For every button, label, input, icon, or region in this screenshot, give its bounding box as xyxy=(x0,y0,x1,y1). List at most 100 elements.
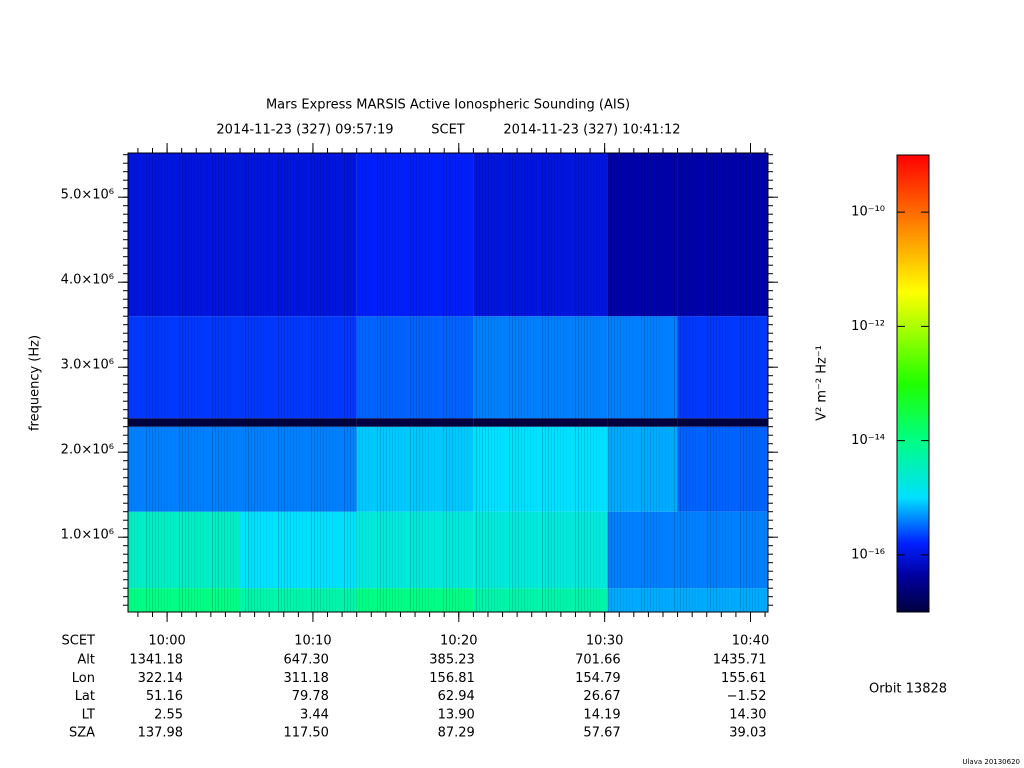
texture xyxy=(518,153,519,612)
chart-title: Mars Express MARSIS Active Ionospheric S… xyxy=(266,98,630,113)
texture xyxy=(749,153,750,612)
texture xyxy=(524,153,525,612)
texture xyxy=(380,153,381,612)
texture xyxy=(158,153,159,612)
texture xyxy=(614,153,615,612)
texture xyxy=(371,153,372,612)
ephemeris-value: 26.67 xyxy=(583,689,620,704)
texture xyxy=(761,153,762,612)
texture xyxy=(443,153,444,612)
texture xyxy=(131,153,132,612)
texture xyxy=(182,153,183,612)
texture xyxy=(515,153,516,612)
texture xyxy=(566,153,567,612)
texture xyxy=(692,153,693,612)
texture xyxy=(305,153,306,612)
texture xyxy=(296,153,297,612)
texture xyxy=(386,153,387,612)
heatmap xyxy=(128,153,768,612)
heatmap-cell xyxy=(356,316,474,419)
texture xyxy=(299,153,300,612)
texture xyxy=(431,153,432,612)
texture xyxy=(191,153,192,612)
texture xyxy=(281,153,282,612)
texture xyxy=(236,153,237,612)
ephemeris-value: 322.14 xyxy=(138,671,184,686)
heatmap-cell xyxy=(677,588,768,612)
texture xyxy=(419,153,420,612)
texture xyxy=(404,153,405,612)
texture xyxy=(257,153,258,612)
texture xyxy=(707,153,708,612)
texture xyxy=(596,153,597,612)
texture xyxy=(314,153,315,612)
texture xyxy=(218,153,219,612)
subtitle-mid: SCET xyxy=(431,123,465,138)
texture xyxy=(173,153,174,612)
ephemeris-label: LT xyxy=(82,707,95,722)
texture xyxy=(680,153,681,612)
texture xyxy=(221,153,222,612)
texture xyxy=(422,153,423,612)
texture xyxy=(551,153,552,612)
y-axis-label: frequency (Hz) xyxy=(28,335,43,431)
texture xyxy=(497,153,498,612)
heatmap-cell xyxy=(240,588,357,612)
heatmap-cell xyxy=(240,426,357,512)
texture xyxy=(224,153,225,612)
subtitle-end: 2014-11-23 (327) 10:41:12 xyxy=(503,123,680,138)
texture xyxy=(758,153,759,612)
texture xyxy=(494,153,495,612)
texture xyxy=(755,153,756,612)
heatmap-cell xyxy=(240,316,357,419)
texture xyxy=(179,153,180,612)
heatmap-cell xyxy=(677,153,768,317)
ephemeris-value: 1435.71 xyxy=(713,653,767,668)
ephemeris-value: 154.79 xyxy=(575,671,621,686)
texture xyxy=(245,153,246,612)
texture xyxy=(362,153,363,612)
texture xyxy=(302,153,303,612)
texture xyxy=(656,153,657,612)
texture xyxy=(683,153,684,612)
texture xyxy=(629,153,630,612)
texture xyxy=(764,153,765,612)
texture xyxy=(695,153,696,612)
texture xyxy=(476,153,477,612)
ephemeris-value: 62.94 xyxy=(438,689,475,704)
texture xyxy=(719,153,720,612)
ephemeris-label: Alt xyxy=(77,653,95,668)
heatmap-cell xyxy=(128,418,241,427)
texture xyxy=(140,153,141,612)
texture xyxy=(134,153,135,612)
texture xyxy=(452,153,453,612)
heatmap-cell xyxy=(473,418,608,427)
texture xyxy=(482,153,483,612)
ephemeris-label: SZA xyxy=(69,726,95,741)
texture xyxy=(599,153,600,612)
texture xyxy=(401,153,402,612)
orbit-label: Orbit 13828 xyxy=(869,682,947,697)
heatmap-cell xyxy=(677,511,768,589)
texture xyxy=(377,153,378,612)
heatmap-cell xyxy=(677,426,768,512)
texture xyxy=(227,153,228,612)
heatmap-cell xyxy=(607,426,678,512)
texture xyxy=(266,153,267,612)
texture xyxy=(239,153,240,612)
texture xyxy=(287,153,288,612)
texture xyxy=(710,153,711,612)
texture xyxy=(716,153,717,612)
heatmap-cell xyxy=(607,153,678,317)
texture xyxy=(350,153,351,612)
texture xyxy=(686,153,687,612)
texture xyxy=(509,153,510,612)
heatmap-cell xyxy=(607,511,678,589)
y-tick-label: 5.0×10⁶ xyxy=(61,188,114,203)
texture xyxy=(356,153,357,612)
texture xyxy=(152,153,153,612)
texture xyxy=(623,153,624,612)
texture xyxy=(335,153,336,612)
texture xyxy=(416,153,417,612)
texture xyxy=(389,153,390,612)
